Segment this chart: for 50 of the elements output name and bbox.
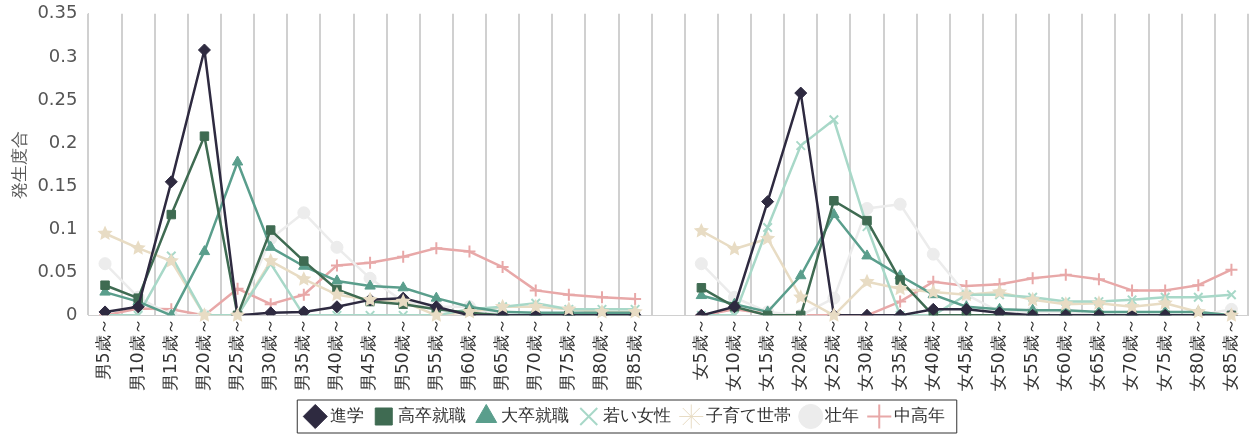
y-tick-label: 0.15 bbox=[37, 173, 78, 195]
legend-label: 若い女性 bbox=[603, 404, 672, 425]
x-tick-label: 女25歳～ bbox=[822, 318, 843, 392]
x-tick-label: 女50歳～ bbox=[987, 318, 1008, 392]
y-tick-label: 0 bbox=[66, 303, 78, 325]
x-tick-label: 女15歳～ bbox=[756, 318, 777, 392]
x-tick-label: 女65歳～ bbox=[1087, 318, 1108, 392]
legend-label: 中高年 bbox=[893, 404, 945, 425]
x-tick-label: 男30歳～ bbox=[259, 318, 280, 392]
x-tick-label: 男35歳～ bbox=[292, 318, 313, 392]
x-tick-label: 男70歳～ bbox=[524, 318, 545, 392]
legend-label: 進学 bbox=[329, 404, 364, 425]
x-tick-label: 女55歳～ bbox=[1021, 318, 1042, 392]
x-tick-label: 男25歳～ bbox=[225, 318, 246, 392]
y-axis-title: 発生度合 bbox=[8, 130, 29, 199]
x-tick-label: 男75歳～ bbox=[557, 318, 578, 392]
y-tick-label: 0.1 bbox=[48, 216, 78, 238]
legend-label: 子育て世帯 bbox=[705, 404, 791, 425]
x-tick-label: 女30歳～ bbox=[855, 318, 876, 392]
x-tick-label: 女75歳～ bbox=[1153, 318, 1174, 392]
x-tick-label: 男65歳～ bbox=[491, 318, 512, 392]
y-tick-label: 0.2 bbox=[48, 130, 78, 152]
x-tick-label: 男60歳～ bbox=[457, 318, 478, 392]
y-tick-label: 0.35 bbox=[37, 1, 78, 23]
x-tick-label: 男85歳～ bbox=[623, 318, 644, 392]
x-tick-label: 女20歳～ bbox=[789, 318, 810, 392]
x-tick-label: 男45歳～ bbox=[358, 318, 379, 392]
x-tick-label: 女5歳～ bbox=[689, 318, 710, 381]
x-tick-label: 女70歳～ bbox=[1120, 318, 1141, 392]
legend-label: 高卒就職 bbox=[398, 404, 467, 425]
x-tick-label: 男50歳～ bbox=[391, 318, 412, 392]
x-tick-label: 男80歳～ bbox=[590, 318, 611, 392]
x-tick-label: 男10歳～ bbox=[126, 318, 147, 392]
y-tick-label: 0.05 bbox=[37, 259, 78, 281]
x-tick-label: 女80歳～ bbox=[1186, 318, 1207, 392]
legend-label: 大卒就職 bbox=[500, 404, 569, 425]
x-tick-label: 女45歳～ bbox=[954, 318, 975, 392]
legend-label: 壮年 bbox=[824, 404, 860, 425]
x-tick-label: 男40歳～ bbox=[325, 318, 346, 392]
x-tick-label: 男5歳～ bbox=[93, 318, 114, 381]
x-tick-label: 女85歳～ bbox=[1219, 318, 1240, 392]
x-tick-label: 女35歳～ bbox=[888, 318, 909, 392]
y-tick-label: 0.3 bbox=[48, 44, 78, 66]
x-tick-label: 女10歳～ bbox=[722, 318, 743, 392]
x-tick-label: 男55歳～ bbox=[424, 318, 445, 392]
x-tick-label: 女60歳～ bbox=[1054, 318, 1075, 392]
y-tick-label: 0.25 bbox=[37, 87, 78, 109]
x-tick-label: 男20歳～ bbox=[192, 318, 213, 392]
x-tick-label: 男15歳～ bbox=[159, 318, 180, 392]
x-tick-label: 女40歳～ bbox=[921, 318, 942, 392]
